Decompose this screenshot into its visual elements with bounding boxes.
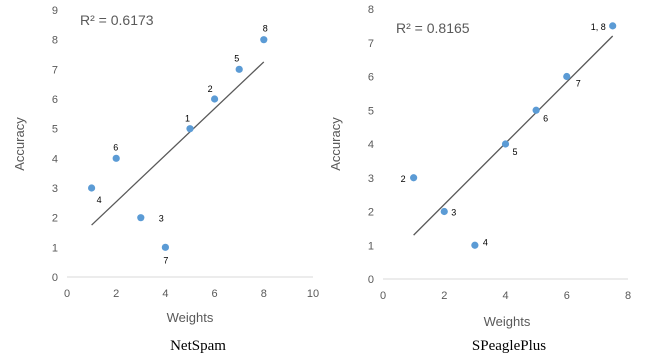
trendline bbox=[91, 61, 265, 226]
y-tick-label: 3 bbox=[368, 173, 374, 185]
data-point bbox=[501, 140, 510, 148]
x-tick-label: 6 bbox=[564, 290, 570, 302]
chart-caption: NetSpam bbox=[170, 338, 226, 354]
data-point bbox=[260, 36, 268, 44]
data-point bbox=[88, 184, 96, 192]
x-tick-label: 8 bbox=[261, 288, 267, 300]
y-tick-label: 2 bbox=[368, 207, 374, 219]
data-point bbox=[235, 65, 243, 73]
y-tick-label: 7 bbox=[52, 64, 58, 76]
x-tick-label: 8 bbox=[625, 290, 631, 302]
data-point-label: 5 bbox=[234, 53, 239, 63]
data-point-label: 4 bbox=[97, 195, 102, 205]
x-tick-label: 2 bbox=[441, 290, 447, 302]
y-tick-label: 5 bbox=[52, 124, 58, 136]
y-tick-label: 8 bbox=[368, 4, 374, 16]
data-point-label: 2 bbox=[401, 174, 406, 184]
data-point-label: 8 bbox=[263, 24, 268, 34]
x-tick-label: 6 bbox=[212, 288, 218, 300]
speagleplus-chart: R² = 0.8165 Weights Accuracy SPeaglePlus… bbox=[328, 4, 631, 354]
data-point-label: 4 bbox=[483, 237, 488, 247]
data-point bbox=[563, 72, 571, 81]
y-tick-label: 0 bbox=[368, 274, 374, 286]
chart-caption: SPeaglePlus bbox=[472, 338, 546, 354]
x-tick-label: 4 bbox=[162, 288, 168, 300]
data-point-label: 7 bbox=[576, 79, 581, 89]
x-tick-label: 10 bbox=[307, 288, 319, 300]
y-tick-label: 2 bbox=[52, 213, 58, 225]
r-squared-annotation: R² = 0.6173 bbox=[80, 12, 154, 28]
data-point bbox=[112, 154, 120, 162]
data-point-label: 3 bbox=[451, 208, 456, 218]
data-point-label: 5 bbox=[513, 147, 518, 157]
data-point-label: 6 bbox=[113, 142, 118, 152]
y-tick-label: 1 bbox=[368, 240, 374, 252]
x-tick-label: 4 bbox=[502, 290, 508, 302]
trendline bbox=[413, 35, 614, 236]
x-tick-label: 0 bbox=[64, 288, 70, 300]
data-point bbox=[609, 22, 617, 30]
y-tick-label: 6 bbox=[52, 94, 58, 106]
y-tick-label: 4 bbox=[368, 139, 374, 151]
y-tick-label: 3 bbox=[52, 183, 58, 195]
data-point bbox=[211, 95, 219, 103]
data-point bbox=[532, 106, 540, 114]
x-tick-label: 0 bbox=[380, 290, 386, 302]
y-tick-label: 5 bbox=[368, 105, 374, 117]
y-tick-label: 6 bbox=[368, 72, 374, 84]
data-point bbox=[137, 214, 145, 222]
y-tick-label: 9 bbox=[52, 5, 58, 17]
y-tick-label: 8 bbox=[52, 35, 58, 47]
x-axis-title: Weights bbox=[167, 310, 214, 325]
data-point-label: 6 bbox=[543, 113, 548, 123]
y-tick-label: 4 bbox=[52, 153, 58, 165]
data-point-label: 1, 8 bbox=[591, 22, 606, 32]
data-point bbox=[440, 207, 448, 216]
data-point-label: 2 bbox=[208, 84, 213, 94]
data-point bbox=[471, 241, 479, 249]
data-point-label: 3 bbox=[159, 214, 164, 224]
r-squared-annotation: R² = 0.8165 bbox=[396, 20, 470, 36]
y-axis-title: Accuracy bbox=[328, 117, 343, 171]
data-point-label: 7 bbox=[163, 255, 168, 265]
y-tick-label: 0 bbox=[52, 272, 58, 284]
data-point bbox=[186, 125, 194, 133]
x-tick-label: 2 bbox=[113, 288, 119, 300]
netspam-chart: R² = 0.6173 Weights Accuracy NetSpam 0 1 2… bbox=[12, 5, 319, 354]
data-point-label: 1 bbox=[185, 114, 190, 124]
y-axis-title: Accuracy bbox=[12, 117, 27, 171]
data-point bbox=[410, 174, 418, 182]
y-tick-label: 7 bbox=[368, 38, 374, 50]
y-tick-label: 1 bbox=[52, 242, 58, 254]
data-point bbox=[161, 243, 169, 251]
x-axis-title: Weights bbox=[484, 314, 531, 329]
